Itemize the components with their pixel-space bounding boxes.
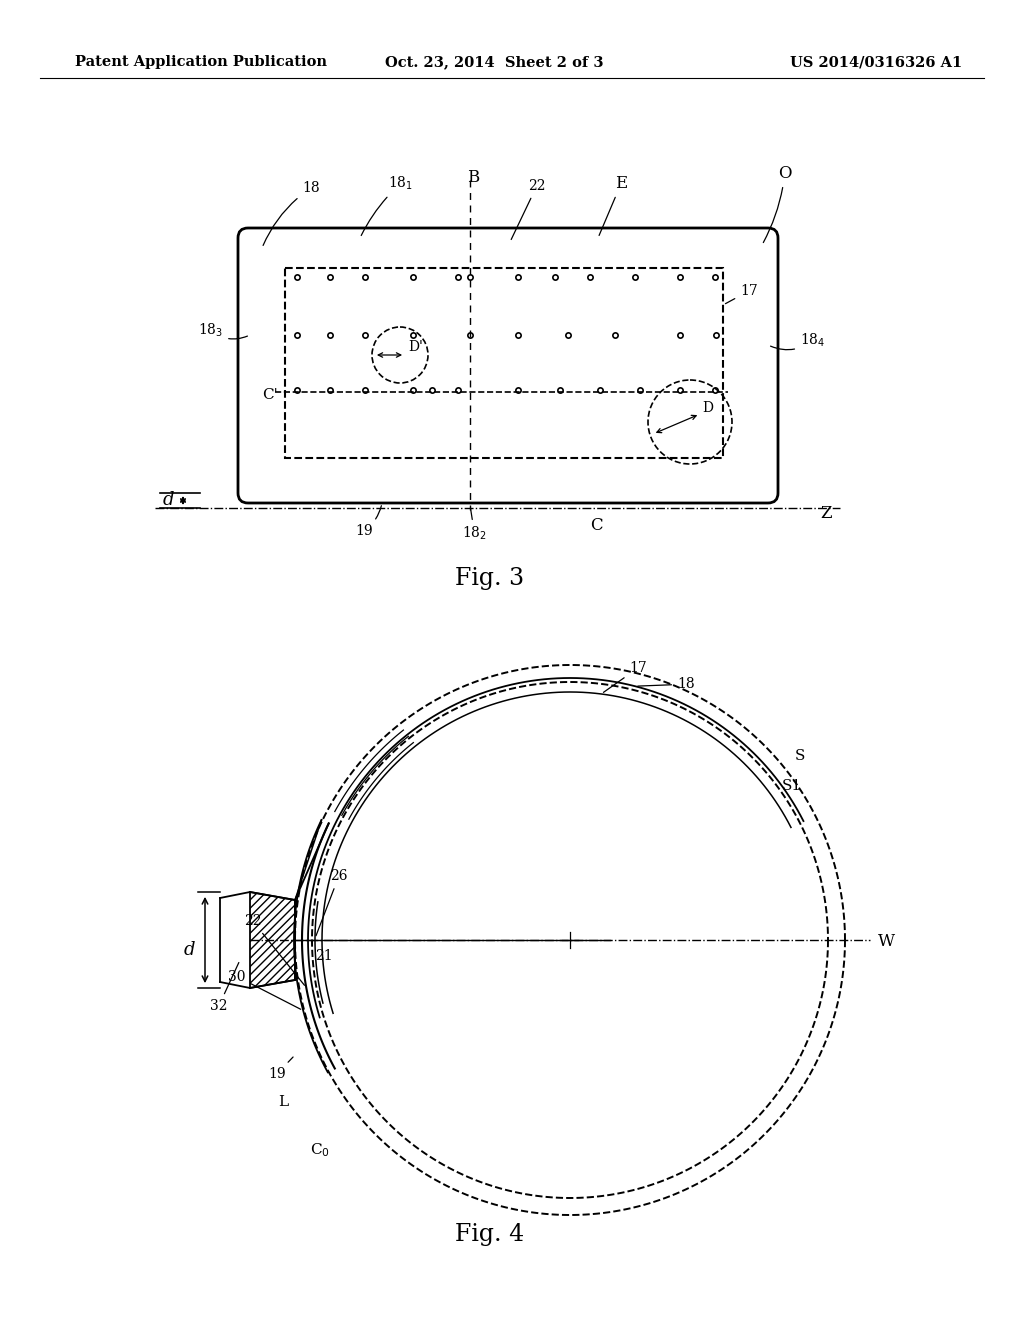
Text: 22: 22 (245, 915, 304, 985)
Text: Fig. 3: Fig. 3 (456, 566, 524, 590)
Text: Z: Z (820, 504, 831, 521)
Text: 19: 19 (355, 506, 381, 539)
Text: 18$_3$: 18$_3$ (198, 322, 248, 339)
Text: 18$_2$: 18$_2$ (462, 508, 487, 543)
Text: 18$_4$: 18$_4$ (770, 333, 825, 350)
Bar (285, 268, 723, 458)
Text: C': C' (262, 388, 278, 403)
Text: d: d (163, 491, 174, 510)
Text: C: C (590, 516, 603, 533)
Text: 22: 22 (511, 180, 546, 239)
Text: 17: 17 (603, 661, 647, 693)
Text: US 2014/0316326 A1: US 2014/0316326 A1 (790, 55, 963, 69)
Text: L: L (278, 1096, 288, 1109)
Text: 18: 18 (263, 181, 319, 246)
Text: S: S (795, 748, 805, 763)
Text: 30: 30 (228, 970, 301, 1010)
Text: 32: 32 (210, 962, 239, 1012)
Text: 18: 18 (638, 677, 694, 692)
Text: D': D' (408, 341, 423, 354)
Text: 26: 26 (316, 870, 347, 936)
Text: E: E (599, 176, 628, 235)
Text: Oct. 23, 2014  Sheet 2 of 3: Oct. 23, 2014 Sheet 2 of 3 (385, 55, 603, 69)
Text: 18$_1$: 18$_1$ (361, 176, 413, 235)
Polygon shape (250, 892, 295, 987)
Text: D: D (702, 401, 713, 414)
Text: Patent Application Publication: Patent Application Publication (75, 55, 327, 69)
Text: d: d (183, 941, 195, 960)
Text: Fig. 4: Fig. 4 (456, 1224, 524, 1246)
Text: S1: S1 (781, 779, 802, 793)
Text: O: O (763, 165, 792, 243)
FancyBboxPatch shape (238, 228, 778, 503)
Text: 17: 17 (725, 284, 758, 304)
Text: B: B (467, 169, 479, 186)
Text: C$_0$: C$_0$ (310, 1142, 330, 1159)
Text: 19: 19 (268, 1057, 293, 1081)
Text: W: W (878, 933, 895, 950)
Text: 21: 21 (315, 949, 333, 964)
